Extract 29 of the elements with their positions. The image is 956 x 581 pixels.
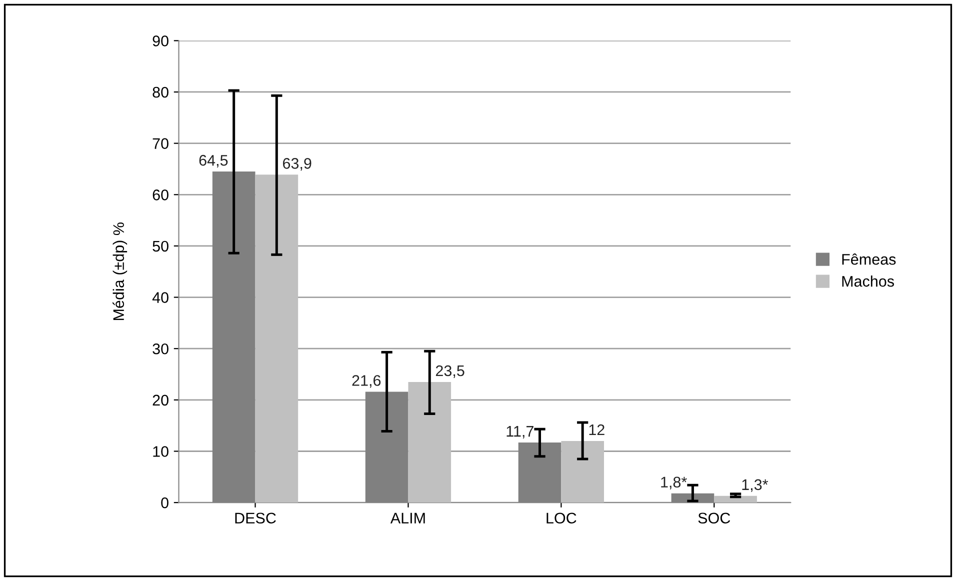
y-tick-label: 0 bbox=[161, 497, 168, 508]
y-tick-label: 60 bbox=[152, 190, 168, 200]
data-label: 1,3* bbox=[742, 479, 768, 492]
data-label: 23,5 bbox=[436, 365, 464, 378]
x-tick-label: ALIM bbox=[390, 512, 425, 524]
x-tick-label: SOC bbox=[698, 512, 730, 524]
bar bbox=[714, 496, 757, 503]
legend-label: Machos bbox=[842, 276, 894, 287]
y-tick-label: 90 bbox=[152, 36, 168, 46]
y-tick-label: 80 bbox=[152, 86, 168, 98]
data-label: 11,7 bbox=[506, 426, 534, 439]
legend-label: Fêmeas bbox=[842, 254, 896, 265]
y-tick-label: 10 bbox=[153, 446, 168, 457]
y-axis-title: Média (±dp) % bbox=[112, 222, 128, 320]
y-tick-label: 20 bbox=[152, 394, 168, 406]
x-tick-label: LOC bbox=[546, 512, 576, 524]
y-tick-label: 70 bbox=[152, 138, 168, 149]
bar bbox=[561, 440, 604, 503]
x-tick-label: DESC bbox=[235, 512, 276, 524]
data-label: 1,8* bbox=[661, 476, 687, 490]
y-tick-label: 30 bbox=[152, 343, 168, 354]
data-label: 12 bbox=[589, 424, 604, 436]
bar bbox=[408, 382, 452, 503]
bar bbox=[255, 174, 298, 503]
y-tick-label: 40 bbox=[152, 292, 168, 303]
data-label: 64,5 bbox=[199, 154, 228, 168]
data-label: 21,6 bbox=[352, 375, 381, 388]
data-label: 63,9 bbox=[283, 158, 312, 171]
y-tick-label: 50 bbox=[152, 240, 168, 252]
